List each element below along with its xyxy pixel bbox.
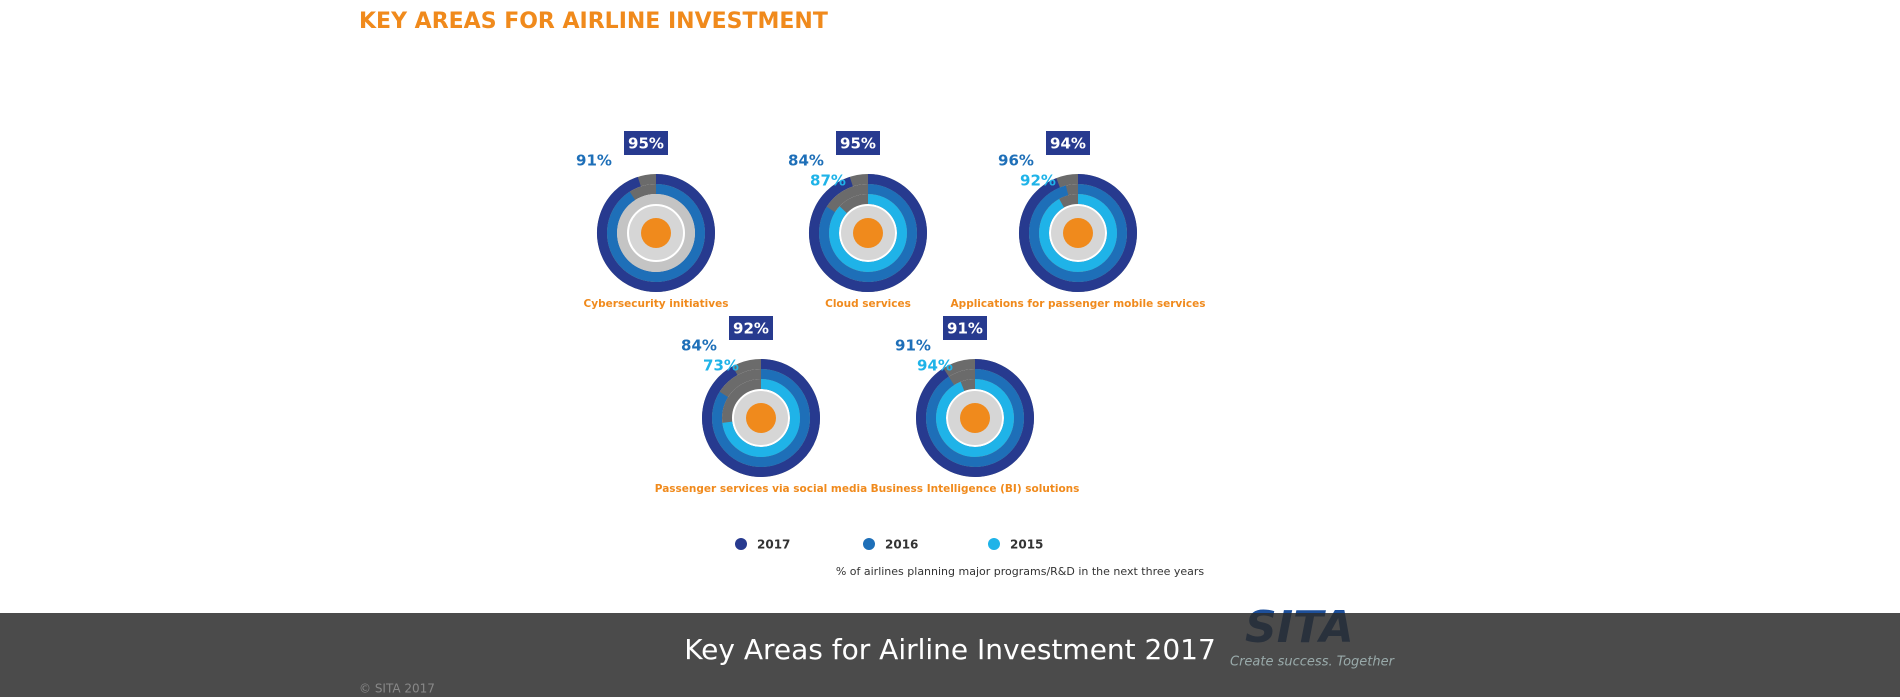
icon xyxy=(853,218,883,248)
footnote: % of airlines planning major programs/R&… xyxy=(836,565,1205,578)
data-label: 84% xyxy=(681,337,717,355)
data-label: 84% xyxy=(788,152,824,170)
category-label: Passenger services via social media xyxy=(655,483,867,495)
icon xyxy=(1063,218,1093,248)
data-label: 91% xyxy=(895,337,931,355)
ring-arc xyxy=(607,184,705,282)
ring-arc xyxy=(722,379,800,457)
category-label: Applications for passenger mobile servic… xyxy=(951,298,1206,310)
label-box xyxy=(943,316,987,340)
data-label: 95% xyxy=(628,135,664,153)
label-box xyxy=(624,131,668,155)
data-label: 96% xyxy=(998,152,1034,170)
data-label: 87% xyxy=(810,172,846,190)
label-box xyxy=(836,131,880,155)
data-label: 94% xyxy=(1050,135,1086,153)
ring-arc xyxy=(597,174,715,292)
legend-dot xyxy=(863,538,875,550)
data-label: 91% xyxy=(947,320,983,338)
legend-label: 2016 xyxy=(885,538,918,552)
legend-label: 2017 xyxy=(757,538,790,552)
ring-arc xyxy=(702,359,820,477)
label-box xyxy=(729,316,773,340)
ring-arc xyxy=(1029,184,1127,282)
ring-track xyxy=(617,194,695,272)
data-label: 92% xyxy=(1020,172,1056,190)
ring-arc xyxy=(936,379,1014,457)
ring-arc xyxy=(809,174,927,292)
data-label: 73% xyxy=(703,357,739,375)
data-label: 95% xyxy=(840,135,876,153)
category-label: Cybersecurity initiatives xyxy=(584,298,729,310)
chart-title: KEY AREAS FOR AIRLINE INVESTMENT xyxy=(359,9,828,34)
copyright: © SITA 2017 xyxy=(359,682,435,696)
chart: 95% 91% Cybersecurity initiatives 95% 84% 87%… xyxy=(576,131,1205,552)
category-label: Cloud services xyxy=(825,298,911,310)
legend-dot xyxy=(988,538,1000,550)
ring-arc xyxy=(926,369,1024,467)
logo-tagline: Create success. Together xyxy=(1230,655,1396,670)
ring-arc xyxy=(1039,194,1117,272)
data-label: 94% xyxy=(917,357,953,375)
category-label: Business Intelligence (BI) solutions xyxy=(871,483,1080,495)
legend-dot xyxy=(735,538,747,550)
legend-label: 2015 xyxy=(1010,538,1043,552)
data-label: 91% xyxy=(576,152,612,170)
ring-arc xyxy=(829,194,907,272)
ring-arc xyxy=(712,369,810,467)
ring-arc xyxy=(1019,174,1137,292)
label-box xyxy=(1046,131,1090,155)
icon xyxy=(960,403,990,433)
caption-bar xyxy=(0,613,1900,697)
data-label: 92% xyxy=(733,320,769,338)
icon xyxy=(641,218,671,248)
icon xyxy=(746,403,776,433)
ring-arc xyxy=(916,359,1034,477)
caption: Key Areas for Airline Investment 2017 xyxy=(684,633,1216,666)
ring-arc xyxy=(819,184,917,282)
